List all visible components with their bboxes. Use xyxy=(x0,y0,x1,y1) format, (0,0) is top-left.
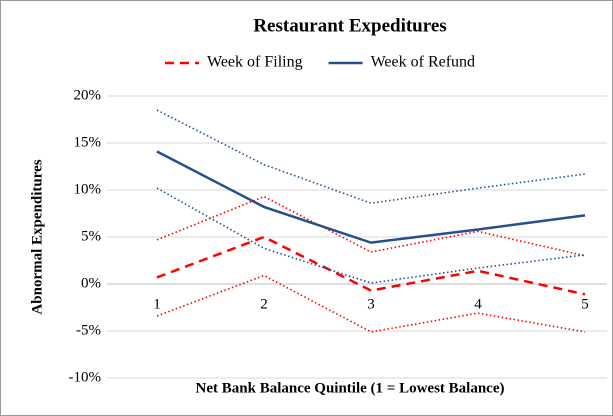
lower-bound-line xyxy=(156,274,586,333)
legend-label: Week of Filing xyxy=(207,54,303,71)
y-tick-label: 10% xyxy=(74,181,102,197)
legend-label: Week of Refund xyxy=(371,54,475,71)
y-tick-label: -5% xyxy=(76,322,101,338)
y-tick-label: 20% xyxy=(74,87,102,103)
y-tick-label: -10% xyxy=(69,369,102,385)
chart-title: Restaurant Expeditures xyxy=(253,15,446,36)
upper-bound-line xyxy=(156,109,586,204)
x-tick-label: 2 xyxy=(260,296,268,312)
y-tick-label: 0% xyxy=(81,275,101,291)
series-line xyxy=(156,235,586,296)
y-axis-label: Abnormal Expenditures xyxy=(29,159,45,314)
x-tick-label: 5 xyxy=(581,296,589,312)
x-tick-label: 4 xyxy=(474,296,482,312)
series-line xyxy=(156,150,586,244)
x-axis-label: Net Bank Balance Quintile (1 = Lowest Ba… xyxy=(196,380,505,396)
y-tick-label: 15% xyxy=(74,134,102,150)
x-tick-label: 1 xyxy=(153,296,161,312)
upper-bound-line xyxy=(156,195,586,257)
x-tick-label: 3 xyxy=(367,296,375,312)
y-tick-label: 5% xyxy=(81,228,101,244)
